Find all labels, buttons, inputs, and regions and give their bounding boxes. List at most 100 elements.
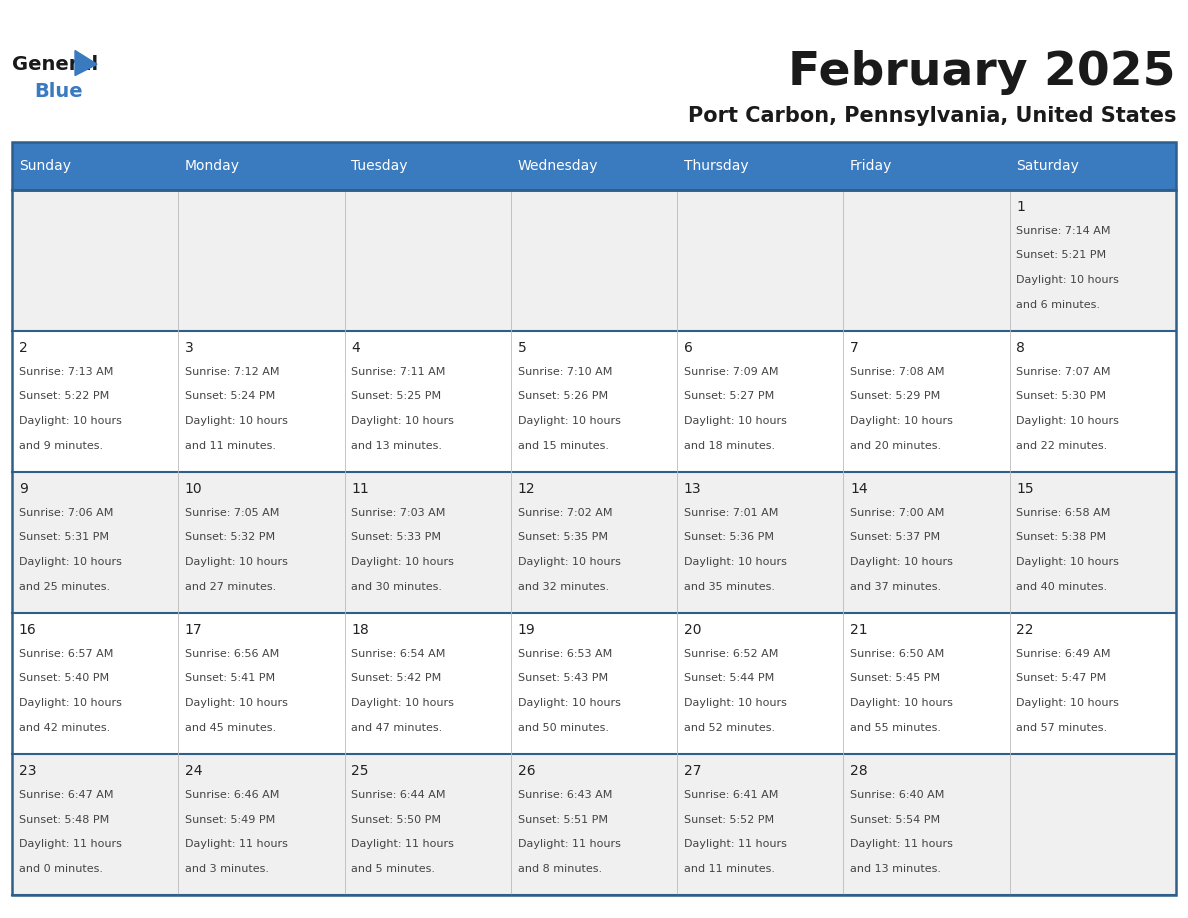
Text: Monday: Monday: [185, 159, 240, 174]
Text: and 5 minutes.: and 5 minutes.: [352, 864, 435, 874]
Text: 1: 1: [1017, 200, 1025, 214]
Text: Sunset: 5:44 PM: Sunset: 5:44 PM: [684, 674, 775, 684]
Text: Friday: Friday: [851, 159, 892, 174]
Text: and 20 minutes.: and 20 minutes.: [851, 441, 941, 451]
Text: 2: 2: [19, 341, 27, 355]
Text: Sunset: 5:54 PM: Sunset: 5:54 PM: [851, 814, 940, 824]
Text: 15: 15: [1017, 482, 1034, 496]
Text: Sunrise: 6:41 AM: Sunrise: 6:41 AM: [684, 789, 778, 800]
Text: 20: 20: [684, 623, 701, 637]
Text: Sunset: 5:30 PM: Sunset: 5:30 PM: [1017, 391, 1106, 401]
Text: and 32 minutes.: and 32 minutes.: [518, 582, 608, 592]
Text: and 15 minutes.: and 15 minutes.: [518, 441, 608, 451]
Bar: [345, 331, 511, 472]
Text: Sunset: 5:27 PM: Sunset: 5:27 PM: [684, 391, 775, 401]
Text: 22: 22: [1017, 623, 1034, 637]
Text: 5: 5: [518, 341, 526, 355]
Text: Daylight: 10 hours: Daylight: 10 hours: [518, 557, 620, 567]
Text: 17: 17: [185, 623, 203, 637]
Text: and 45 minutes.: and 45 minutes.: [185, 722, 276, 733]
Text: Sunset: 5:49 PM: Sunset: 5:49 PM: [185, 814, 276, 824]
Text: and 13 minutes.: and 13 minutes.: [352, 441, 442, 451]
Text: 13: 13: [684, 482, 701, 496]
Text: 3: 3: [185, 341, 194, 355]
Text: Sunrise: 6:52 AM: Sunrise: 6:52 AM: [684, 649, 778, 659]
Bar: [345, 142, 511, 190]
Text: 24: 24: [185, 764, 202, 778]
Text: and 52 minutes.: and 52 minutes.: [684, 722, 775, 733]
Text: Sunrise: 6:58 AM: Sunrise: 6:58 AM: [1017, 508, 1111, 518]
Bar: [511, 331, 677, 472]
Text: Sunrise: 6:53 AM: Sunrise: 6:53 AM: [518, 649, 612, 659]
Text: Sunrise: 6:57 AM: Sunrise: 6:57 AM: [19, 649, 113, 659]
Text: Daylight: 10 hours: Daylight: 10 hours: [518, 416, 620, 426]
Bar: [1010, 190, 1176, 331]
Text: Daylight: 10 hours: Daylight: 10 hours: [19, 416, 121, 426]
Text: Sunset: 5:51 PM: Sunset: 5:51 PM: [518, 814, 607, 824]
Text: 7: 7: [851, 341, 859, 355]
Text: Sunrise: 7:11 AM: Sunrise: 7:11 AM: [352, 367, 446, 376]
Text: Sunrise: 6:46 AM: Sunrise: 6:46 AM: [185, 789, 279, 800]
Text: 18: 18: [352, 623, 369, 637]
Text: 14: 14: [851, 482, 867, 496]
Text: Sunrise: 6:56 AM: Sunrise: 6:56 AM: [185, 649, 279, 659]
Bar: [1010, 331, 1176, 472]
Text: Sunrise: 6:47 AM: Sunrise: 6:47 AM: [19, 789, 113, 800]
Text: Sunset: 5:25 PM: Sunset: 5:25 PM: [352, 391, 442, 401]
Text: and 11 minutes.: and 11 minutes.: [185, 441, 276, 451]
Text: Sunrise: 7:13 AM: Sunrise: 7:13 AM: [19, 367, 113, 376]
Text: and 42 minutes.: and 42 minutes.: [19, 722, 110, 733]
Text: and 47 minutes.: and 47 minutes.: [352, 722, 442, 733]
Text: and 25 minutes.: and 25 minutes.: [19, 582, 109, 592]
Bar: [843, 472, 1010, 613]
Text: 4: 4: [352, 341, 360, 355]
Text: Daylight: 10 hours: Daylight: 10 hours: [19, 557, 121, 567]
Bar: [1010, 472, 1176, 613]
Bar: [12, 331, 178, 472]
Bar: [677, 472, 843, 613]
Text: Tuesday: Tuesday: [352, 159, 407, 174]
Text: 10: 10: [185, 482, 203, 496]
Bar: [677, 142, 843, 190]
Bar: [345, 754, 511, 895]
Text: 19: 19: [518, 623, 536, 637]
Text: Daylight: 10 hours: Daylight: 10 hours: [684, 557, 786, 567]
Text: and 9 minutes.: and 9 minutes.: [19, 441, 103, 451]
Bar: [1010, 754, 1176, 895]
Text: Daylight: 10 hours: Daylight: 10 hours: [185, 557, 287, 567]
Bar: [1010, 142, 1176, 190]
Text: 23: 23: [19, 764, 36, 778]
Text: Sunset: 5:48 PM: Sunset: 5:48 PM: [19, 814, 109, 824]
Text: Daylight: 11 hours: Daylight: 11 hours: [851, 839, 953, 849]
Text: Sunset: 5:33 PM: Sunset: 5:33 PM: [352, 532, 441, 543]
Text: Daylight: 10 hours: Daylight: 10 hours: [185, 416, 287, 426]
Text: Port Carbon, Pennsylvania, United States: Port Carbon, Pennsylvania, United States: [688, 106, 1176, 126]
Bar: [511, 754, 677, 895]
Text: 9: 9: [19, 482, 27, 496]
Text: Sunrise: 7:01 AM: Sunrise: 7:01 AM: [684, 508, 778, 518]
Text: Sunset: 5:24 PM: Sunset: 5:24 PM: [185, 391, 276, 401]
Bar: [511, 472, 677, 613]
Text: Sunrise: 7:10 AM: Sunrise: 7:10 AM: [518, 367, 612, 376]
Text: Daylight: 10 hours: Daylight: 10 hours: [1017, 557, 1119, 567]
Text: Daylight: 10 hours: Daylight: 10 hours: [352, 416, 454, 426]
Text: Sunset: 5:38 PM: Sunset: 5:38 PM: [1017, 532, 1106, 543]
Text: 12: 12: [518, 482, 535, 496]
Text: Sunrise: 6:40 AM: Sunrise: 6:40 AM: [851, 789, 944, 800]
Text: Daylight: 11 hours: Daylight: 11 hours: [518, 839, 620, 849]
Text: Thursday: Thursday: [684, 159, 748, 174]
Text: Daylight: 10 hours: Daylight: 10 hours: [851, 557, 953, 567]
Bar: [843, 190, 1010, 331]
Text: Sunrise: 7:09 AM: Sunrise: 7:09 AM: [684, 367, 778, 376]
Text: Sunset: 5:50 PM: Sunset: 5:50 PM: [352, 814, 441, 824]
Text: and 11 minutes.: and 11 minutes.: [684, 864, 775, 874]
Bar: [677, 331, 843, 472]
Text: Daylight: 10 hours: Daylight: 10 hours: [1017, 275, 1119, 285]
Text: and 8 minutes.: and 8 minutes.: [518, 864, 601, 874]
Text: Sunset: 5:42 PM: Sunset: 5:42 PM: [352, 674, 442, 684]
Text: Sunrise: 7:14 AM: Sunrise: 7:14 AM: [1017, 226, 1111, 236]
Text: Daylight: 10 hours: Daylight: 10 hours: [851, 699, 953, 708]
Text: and 30 minutes.: and 30 minutes.: [352, 582, 442, 592]
Text: Daylight: 10 hours: Daylight: 10 hours: [185, 699, 287, 708]
Text: Daylight: 10 hours: Daylight: 10 hours: [851, 416, 953, 426]
